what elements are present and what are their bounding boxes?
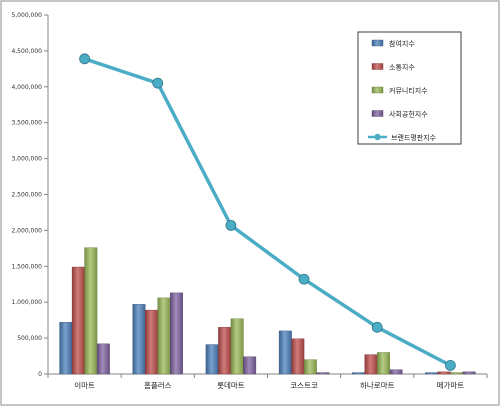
point-브랜드평판지수-메가마트 [445,359,456,371]
legend-marker [374,133,381,141]
y-tick-label: 1,000,000 [11,299,42,306]
legend-swatch [371,39,384,47]
bar-커뮤니티지수-이마트 [84,247,98,375]
y-tick-label: 1,500,000 [11,263,42,270]
bar-소통지수-하나로마트 [364,354,378,375]
y-tick-label: 0 [38,371,42,378]
legend-label: 브랜드평판지수 [391,133,437,142]
bar-참여지수-롯데마트 [205,344,219,375]
point-브랜드평판지수-코스트코 [298,273,310,285]
bar-소통지수-롯데마트 [218,327,232,375]
y-tick-label: 2,500,000 [11,192,42,199]
legend-swatch [371,110,384,117]
point-브랜드평판지수-홈플러스 [152,77,164,89]
bar-사회공헌지수-이마트 [96,343,110,375]
x-tick-label: 홈플러스 [144,380,172,390]
bar-커뮤니티지수-홈플러스 [157,297,171,375]
bar-소통지수-홈플러스 [145,309,158,375]
bar-사회공헌지수-메가마트 [462,371,476,375]
axes: 0 500,000 1,000,000 1,500,000 2,000,000 2,500… [11,12,488,378]
legend-label: 소통지수 [389,63,415,72]
bar-참여지수-이마트 [59,322,73,375]
x-tick-labels: 이마트 홈플러스 롯데마트 코스트코 하나로마트 메가마트 [74,380,464,390]
line-브랜드평판지수 [84,57,452,367]
bars [59,247,476,375]
y-tick-label: 2,000,000 [11,227,42,234]
bar-참여지수-하나로마트 [352,372,365,375]
x-tick-label: 롯데마트 [217,381,245,390]
y-tick-label: 500,000 [17,335,42,342]
legend-swatch [371,86,384,94]
x-tick-label: 코스트코 [290,381,318,390]
bar-소통지수-코스트코 [291,338,305,375]
legend-swatch [371,63,384,70]
bar-참여지수-메가마트 [425,372,439,375]
y-tick-label: 4,000,000 [11,84,42,91]
x-tick-label: 이마트 [74,380,95,390]
y-tick-label: 5,000,000 [11,12,42,19]
line-series [79,53,456,371]
y-tick-label: 4,500,000 [11,48,42,55]
y-tick-label: 3,500,000 [11,120,42,127]
bar-소통지수-이마트 [71,266,85,375]
legend-label: 참여지수 [389,39,415,48]
point-브랜드평판지수-이마트 [79,53,90,65]
bar-사회공헌지수-하나로마트 [389,369,403,375]
point-브랜드평판지수-롯데마트 [225,219,237,231]
bar-커뮤니티지수-메가마트 [450,372,464,375]
legend-label: 사회공헌지수 [389,110,428,119]
bar-커뮤니티지수-코스트코 [303,359,317,375]
bar-소통지수-메가마트 [437,371,451,375]
bar-사회공헌지수-홈플러스 [170,292,183,375]
bar-커뮤니티지수-하나로마트 [377,352,390,375]
y-tick-label: 3,000,000 [11,156,42,163]
bar-참여지수-홈플러스 [132,304,146,375]
x-tick-label: 메가마트 [437,381,465,390]
point-브랜드평판지수-하나로마트 [371,321,383,333]
bar-커뮤니티지수-롯데마트 [230,318,244,375]
legend-label: 커뮤니티지수 [389,86,428,95]
x-tick-label: 하나로마트 [360,380,395,390]
bar-사회공헌지수-코스트코 [316,372,330,375]
bar-참여지수-코스트코 [278,330,292,375]
bar-사회공헌지수-롯데마트 [243,356,257,375]
